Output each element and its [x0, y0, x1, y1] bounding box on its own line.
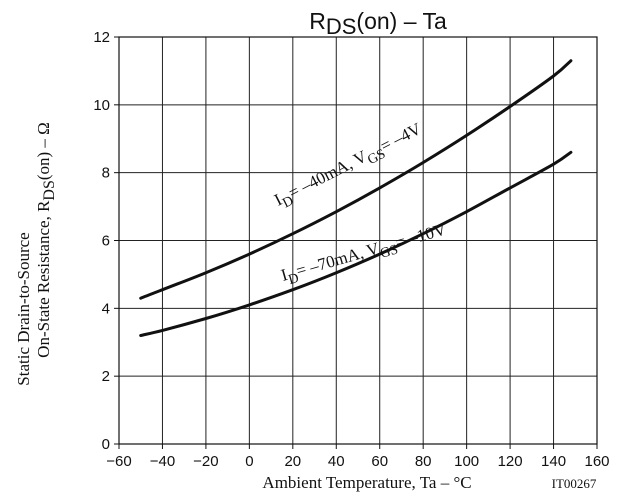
figure-id: IT00267	[552, 476, 597, 491]
series-line-2	[139, 150, 573, 337]
y-tick-label: 4	[102, 300, 110, 317]
x-tick-label: −40	[150, 453, 175, 470]
y-tick-label: 10	[93, 97, 110, 114]
y-tick-label: 6	[102, 233, 110, 250]
x-tick-label: 80	[415, 453, 432, 470]
x-tick-label: 20	[284, 453, 301, 470]
x-tick-label: 100	[454, 453, 479, 470]
chart-title: RDS(on) – Ta	[309, 8, 447, 39]
chart-title-rest: (on) – Ta	[356, 8, 447, 34]
x-tick-label: −20	[193, 453, 218, 470]
y-tick-label: 8	[102, 165, 110, 182]
y-axis-label: Static Drain-to-Source On-State Resistan…	[14, 122, 58, 386]
chart-title-subscript: DS	[326, 14, 357, 39]
x-tick-label: −60	[106, 453, 131, 470]
y-tick-label: 2	[102, 368, 110, 385]
series-lines	[139, 59, 573, 337]
grid	[118, 36, 598, 445]
series-label-1: ID= –40mA, VGS= –4V	[271, 119, 427, 214]
x-tick-label: 40	[328, 453, 345, 470]
x-axis-label: Ambient Temperature, Ta – °C	[262, 473, 471, 492]
x-tick-label: 60	[371, 453, 388, 470]
series-label-2: ID= –70mA, VGS= –10V	[279, 219, 450, 289]
x-tick-label: 120	[498, 453, 523, 470]
x-tick-label: 140	[541, 453, 566, 470]
series-line-1	[139, 59, 573, 300]
y-tick-label: 0	[102, 436, 110, 453]
y-tick-label: 12	[93, 29, 110, 46]
axis-ticks: −60 −40 −20 0 20 40 60 80 100 120 140 160 0 2 4 6 8 10 12	[93, 29, 609, 470]
x-tick-label: 160	[584, 453, 609, 470]
x-tick-label: 0	[245, 453, 253, 470]
y-axis-label-line2: On-State Resistance, RDS(on) – Ω	[34, 122, 58, 358]
y-axis-label-line1: Static Drain-to-Source	[14, 232, 33, 385]
